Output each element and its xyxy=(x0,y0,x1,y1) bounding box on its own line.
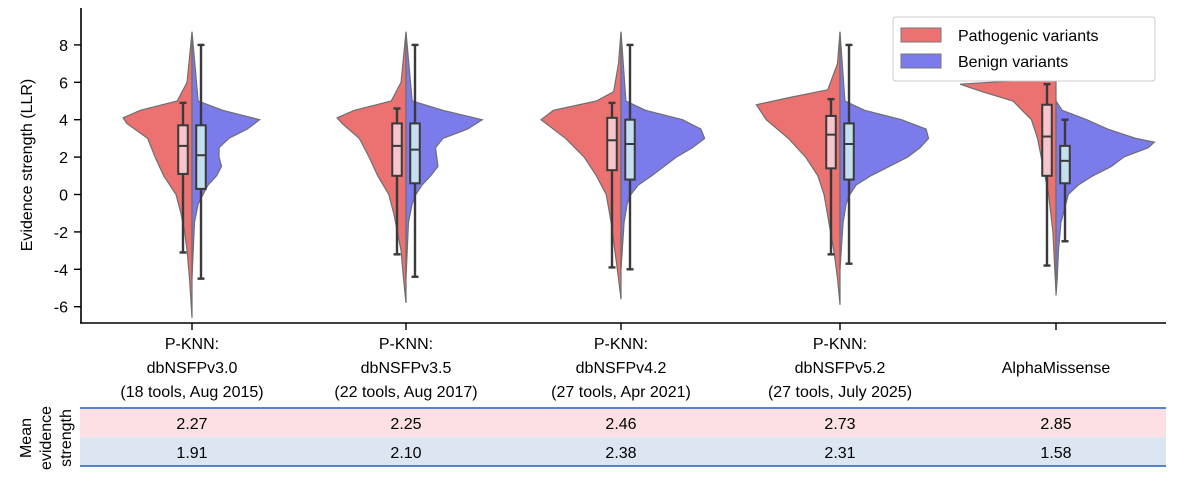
y-ticks: 8 6 4 2 0 -2 -4 -6 xyxy=(54,38,81,317)
table-cell-pathogenic-mean: 2.27 xyxy=(176,416,207,433)
violin-benign xyxy=(839,31,930,270)
table-row-label-line-3: strength xyxy=(58,409,75,467)
legend-swatch-pathogenic xyxy=(900,27,942,43)
y-tick-label: 8 xyxy=(59,38,68,55)
x-tick-label-line: dbNSFPv5.2 xyxy=(795,360,886,377)
box-benign xyxy=(409,122,421,185)
box-pathogenic xyxy=(177,124,189,175)
table-cell-benign-mean: 2.31 xyxy=(824,445,855,462)
legend-frame xyxy=(892,16,1156,82)
box-pathogenic xyxy=(1041,103,1053,177)
box-benign xyxy=(1059,144,1071,185)
boxes-layer xyxy=(177,43,1071,280)
y-axis-label: Evidence strength (LLR) xyxy=(19,79,36,252)
legend-label-pathogenic: Pathogenic variants xyxy=(958,28,1099,45)
y-tick-label: -4 xyxy=(54,262,68,279)
x-tick-label-line: dbNSFPv3.5 xyxy=(361,360,452,377)
box-benign xyxy=(843,122,855,181)
violin-pathogenic xyxy=(122,31,193,318)
violins-layer xyxy=(122,31,1156,318)
box-benign xyxy=(195,124,207,190)
table-cell-pathogenic-mean: 2.73 xyxy=(824,416,855,433)
violin-benign xyxy=(405,31,484,279)
y-tick-label: 0 xyxy=(59,188,68,205)
violin-pathogenic xyxy=(540,31,622,300)
x-tick-label-line: P-KNN: xyxy=(594,336,648,353)
x-tick-label-line: (27 tools, Apr 2021) xyxy=(551,384,691,401)
table-cell-pathogenic-mean: 2.25 xyxy=(390,416,421,433)
table-cell-benign-mean: 2.10 xyxy=(390,445,421,462)
y-tick-label: -2 xyxy=(54,225,68,242)
x-tick-label-line: (18 tools, Aug 2015) xyxy=(120,384,263,401)
box-pathogenic xyxy=(825,114,837,170)
axes-layer xyxy=(80,8,1166,324)
legend-label-benign: Benign variants xyxy=(958,54,1068,71)
table-cell-benign-mean: 1.91 xyxy=(176,445,207,462)
x-tick-labels: P-KNN: dbNSFPv3.0 (18 tools, Aug 2015) P-KN… xyxy=(120,323,1110,401)
table-cell-benign-mean: 2.38 xyxy=(605,445,636,462)
y-tick-label: 6 xyxy=(59,75,68,92)
legend: Pathogenic variants Benign variants xyxy=(892,16,1156,82)
x-tick-label-line: AlphaMissense xyxy=(1002,360,1111,377)
violin-pathogenic xyxy=(755,31,841,305)
x-tick-label-line: dbNSFPv4.2 xyxy=(576,360,667,377)
x-tick-label-line: (27 tools, July 2025) xyxy=(768,384,912,401)
y-tick-label: -6 xyxy=(54,300,68,317)
table-cell-pathogenic-mean: 2.85 xyxy=(1040,416,1071,433)
x-tick-label-line: P-KNN: xyxy=(813,336,867,353)
box-pathogenic xyxy=(606,116,618,172)
box-pathogenic xyxy=(391,122,403,177)
violin-benign xyxy=(620,31,706,270)
x-tick-label-line: P-KNN: xyxy=(379,336,433,353)
x-tick-label-line: P-KNN: xyxy=(165,336,219,353)
table-row-pathogenic-bg xyxy=(80,408,1166,437)
x-tick-label-line: (22 tools, Aug 2017) xyxy=(334,384,477,401)
box-benign xyxy=(624,118,636,181)
table-row-label-line-2: evidence xyxy=(38,406,55,470)
table-row-benign-bg xyxy=(80,437,1166,466)
mean-strength-table: Mean evidence strength 2.27 1.91 2.25 2.10 2… xyxy=(18,406,1166,470)
table-row-label-line-1: Mean xyxy=(18,418,35,458)
y-tick-label: 4 xyxy=(59,113,68,130)
table-cell-pathogenic-mean: 2.46 xyxy=(605,416,636,433)
legend-swatch-benign xyxy=(900,53,942,69)
x-tick-label-line: dbNSFPv3.0 xyxy=(147,360,238,377)
violin-benign xyxy=(1055,98,1156,296)
table-cell-benign-mean: 1.58 xyxy=(1040,445,1071,462)
y-tick-label: 2 xyxy=(59,150,68,167)
